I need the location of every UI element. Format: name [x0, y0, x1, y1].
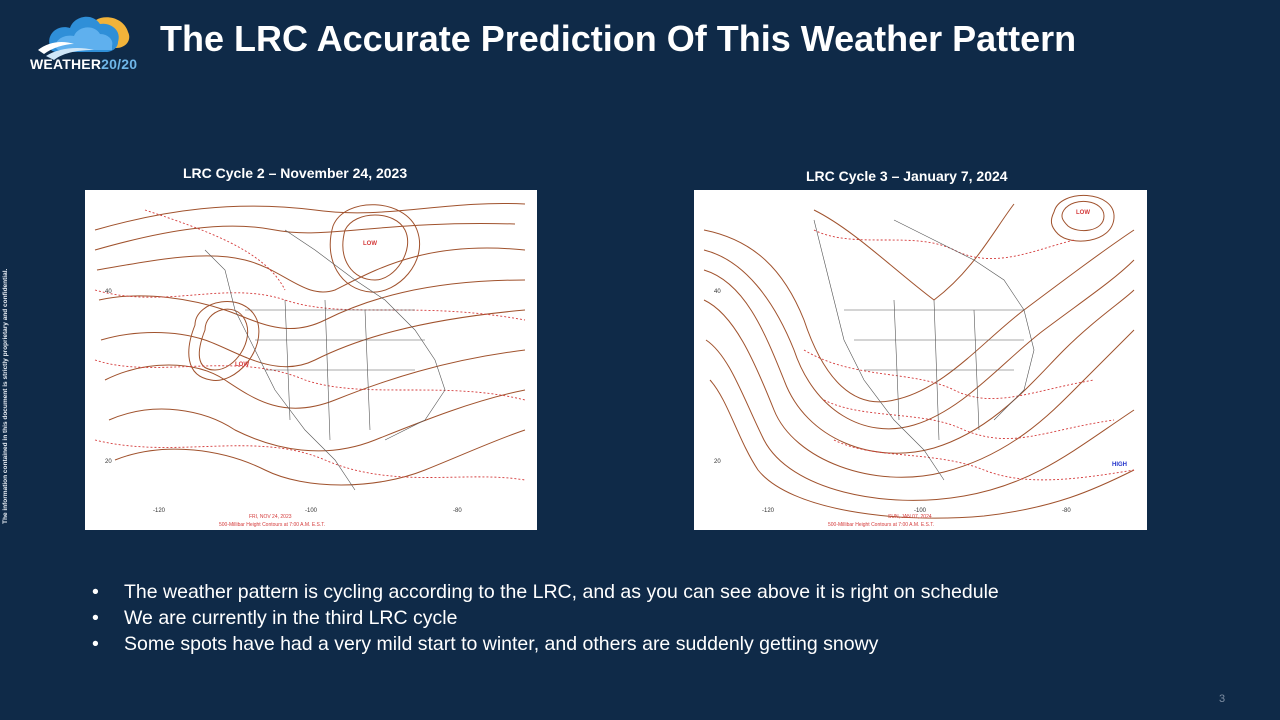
- map-caption-cycle-3: LRC Cycle 3 – January 7, 2024: [806, 168, 1008, 184]
- map-cycle-2-lon-label: -80: [453, 508, 462, 514]
- bullet-list: • The weather pattern is cycling accordin…: [92, 579, 999, 657]
- map-cycle-3-lon-label: -80: [1062, 508, 1071, 514]
- page-number: 3: [1219, 693, 1226, 705]
- map-cycle-3-high-label: HIGH: [1112, 462, 1127, 468]
- bullet-text: Some spots have had a very mild start to…: [124, 633, 879, 655]
- map-caption-cycle-2: LRC Cycle 2 – November 24, 2023: [183, 165, 408, 181]
- map-cycle-2-lon-label: -120: [153, 508, 166, 514]
- map-cycle-3-lon-label: -120: [762, 508, 775, 514]
- brand-name-accent: 20/20: [101, 56, 138, 72]
- map-cycle-3-lon-label: -100: [914, 508, 927, 514]
- map-cycle-2-low-label: LOW: [363, 241, 377, 247]
- brand-name-main: WEATHER: [30, 56, 102, 72]
- map-cycle-2-lon-label: -100: [305, 508, 318, 514]
- bullet-dot: •: [92, 581, 99, 603]
- map-cycle-3-chart: LOW HIGH 40 20 -120 -100 -80 SUN, JAN 07…: [703, 194, 1135, 528]
- map-cycle-2-low-label: LOW: [235, 362, 249, 368]
- bullet-dot: •: [92, 607, 99, 629]
- map-cycle-2-lat-label: 40: [105, 289, 112, 295]
- map-cycle-3: LOW HIGH 40 20 -120 -100 -80 SUN, JAN 07…: [694, 190, 1147, 530]
- bullet-dot: •: [92, 633, 99, 655]
- map-cycle-2: LOW LOW 40 20 -120 -100 -80 FRI, NOV 24,…: [85, 190, 537, 530]
- map-cycle-2-chart: LOW LOW 40 20 -120 -100 -80 FRI, NOV 24,…: [94, 203, 526, 528]
- map-cycle-3-footer-date: SUN, JAN 07, 2024: [888, 514, 932, 520]
- confidentiality-note: The information contained in this docume…: [2, 268, 9, 524]
- map-cycle-2-lat-label: 20: [105, 459, 112, 465]
- map-cycle-3-lat-label: 40: [714, 289, 721, 295]
- bullet-text: We are currently in the third LRC cycle: [124, 607, 458, 629]
- weather-cloud-logo-icon: [38, 16, 130, 60]
- bullet-item: • We are currently in the third LRC cycle: [92, 605, 999, 631]
- slide-title: The LRC Accurate Prediction Of This Weat…: [160, 18, 1077, 59]
- brand-wordmark: WEATHER20/20: [30, 56, 137, 72]
- bullet-item: • Some spots have had a very mild start t…: [92, 631, 999, 657]
- bullet-text: The weather pattern is cycling according…: [124, 581, 999, 603]
- map-cycle-3-lat-label: 20: [714, 459, 721, 465]
- map-cycle-2-footer-date: FRI, NOV 24, 2023: [249, 514, 292, 520]
- map-cycle-2-footer-desc: 500-Millibar Height Contours at 7:00 A.M…: [219, 522, 325, 528]
- map-cycle-3-low-label: LOW: [1076, 210, 1090, 216]
- map-cycle-3-footer-desc: 500-Millibar Height Contours at 7:00 A.M…: [828, 522, 934, 528]
- bullet-item: • The weather pattern is cycling accordin…: [92, 579, 999, 605]
